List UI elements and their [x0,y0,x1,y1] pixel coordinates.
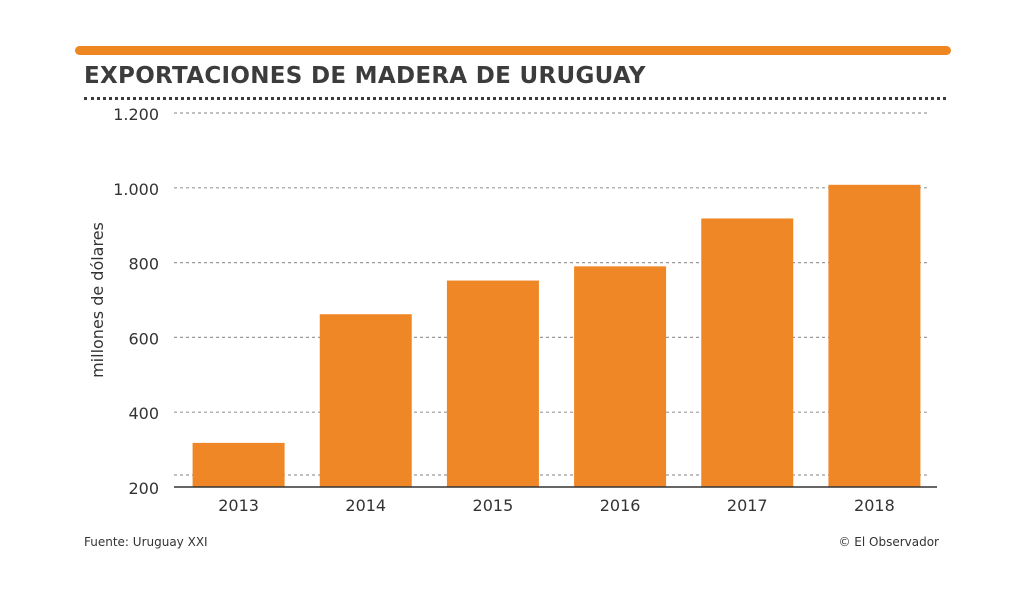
bar [828,184,921,488]
x-tick-label: 2016 [600,496,641,515]
credit-note: © El Observador [838,535,939,549]
source-note: Fuente: Uruguay XXI [84,535,208,549]
chart-title: EXPORTACIONES DE MADERA DE URUGUAY [84,63,646,89]
bar [192,442,285,487]
bar [319,314,412,487]
x-tick-label: 2018 [854,496,895,515]
y-tick-label: 400 [128,404,159,423]
x-tick-label: 2014 [345,496,386,515]
bar [446,280,539,487]
y-tick-label: 1.000 [113,180,159,199]
y-tick-label: 200 [128,479,159,498]
bar [574,266,667,487]
title-divider [84,97,946,100]
x-tick-label: 2017 [727,496,768,515]
y-axis-label: millones de dólares [88,222,107,378]
bar [701,218,794,487]
x-tick-label: 2015 [473,496,514,515]
y-tick-label: 1.200 [113,105,159,124]
top-accent-bar [75,46,951,55]
x-tick-label: 2013 [218,496,259,515]
y-tick-label: 600 [128,329,159,348]
y-tick-label: 800 [128,255,159,274]
